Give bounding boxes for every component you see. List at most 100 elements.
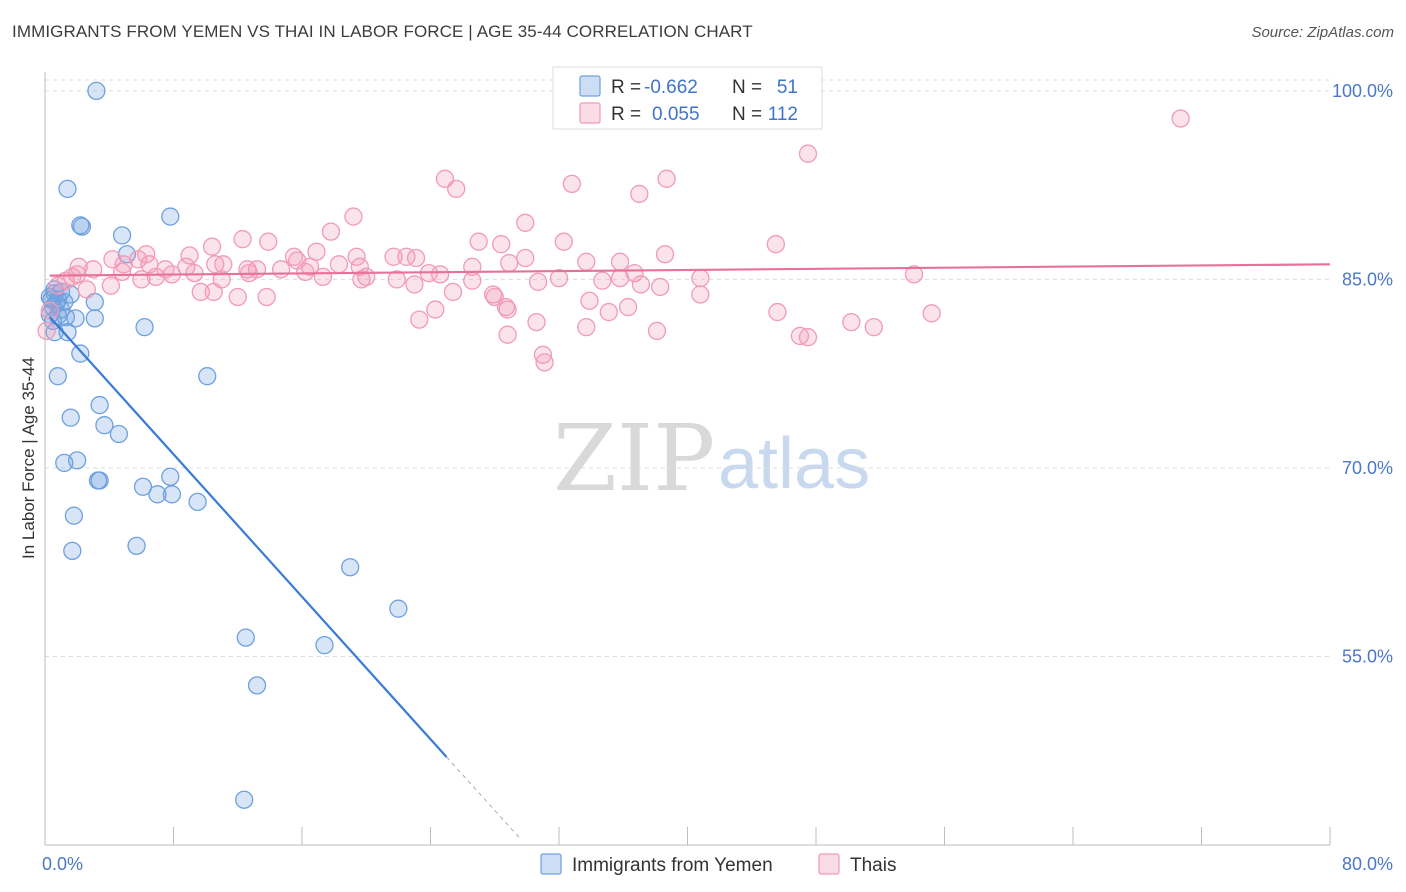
thai-point <box>296 262 315 281</box>
thai-point <box>577 318 596 337</box>
thai-point <box>631 275 651 294</box>
watermark-zip: ZIP <box>553 405 715 512</box>
legend-bottom: Immigrants from Yemen Thais <box>540 853 896 876</box>
trend-lines <box>49 263 1331 838</box>
thai-point <box>352 270 371 289</box>
thai-point <box>516 248 535 268</box>
yemen-point <box>148 485 167 504</box>
thai-point <box>48 276 67 295</box>
thai-point <box>384 247 403 266</box>
legend-row-yemen: R = -0.662 N = 51 <box>579 75 798 98</box>
watermark: ZIP atlas <box>553 405 870 512</box>
legend-r-label: R = <box>611 104 641 125</box>
bottom-legend-label-thai: Thais <box>850 855 896 876</box>
thai-point <box>577 252 596 271</box>
yemen-point <box>67 451 87 470</box>
thai-point <box>533 345 553 364</box>
thai-point <box>630 184 649 204</box>
yemen-point <box>247 676 267 695</box>
legend-n-label: N = <box>732 77 762 98</box>
thai-point <box>313 267 333 287</box>
thai-point <box>593 271 612 290</box>
yemen-point <box>85 309 104 328</box>
thai-point <box>492 235 511 254</box>
legend-r-value: -0.662 <box>644 77 698 98</box>
thai-point <box>1171 109 1190 128</box>
thai-point <box>397 247 416 266</box>
thai-point <box>463 271 482 290</box>
chart-title: IMMIGRANTS FROM YEMEN VS THAI IN LABOR F… <box>12 22 753 41</box>
thai-point <box>655 245 675 264</box>
thai-point <box>625 263 644 283</box>
thai-point <box>344 207 363 226</box>
thai-point <box>112 262 132 281</box>
yemen-point <box>235 790 254 809</box>
legend-n-value: 112 <box>768 104 798 125</box>
thai-point <box>321 222 341 241</box>
thai-point <box>842 312 861 332</box>
thai-point <box>146 267 165 287</box>
thai-point <box>498 325 517 344</box>
thai-point <box>103 250 122 269</box>
thai-point <box>864 318 883 337</box>
thai-point <box>347 247 366 266</box>
thai-point <box>618 297 638 317</box>
trend-line-thai <box>49 263 1331 277</box>
thai-point <box>214 255 233 274</box>
thai-point <box>798 328 818 347</box>
source-label: Source: ZipAtlas.com <box>1251 24 1394 41</box>
thai-point <box>691 268 710 288</box>
thai-point <box>307 242 326 261</box>
yemen-point <box>64 506 84 525</box>
thai-point <box>233 230 252 249</box>
yemen-point <box>48 367 67 386</box>
thai-point <box>443 282 463 302</box>
thai-point <box>580 291 599 310</box>
legend-top: R = -0.662 N = 51 R = 0.055 N = 112 <box>552 66 823 130</box>
legend-swatch-yemen <box>579 75 601 97</box>
yemen-point <box>117 245 137 264</box>
thai-point <box>469 232 488 251</box>
thai-point <box>228 287 247 307</box>
series-thai-points <box>37 109 1190 372</box>
trend-line-yemen <box>49 316 448 758</box>
legend-n-value: 51 <box>777 77 798 98</box>
thai-point <box>498 300 517 319</box>
thai-point <box>114 255 133 274</box>
thai-point <box>766 235 785 254</box>
yemen-point <box>66 309 85 328</box>
yemen-point <box>58 323 77 342</box>
legend-r-label: R = <box>611 77 641 98</box>
yemen-point <box>161 467 180 486</box>
yemen-point <box>162 485 182 504</box>
series-yemen-points <box>40 81 408 809</box>
yemen-point <box>161 207 180 226</box>
yemen-point <box>127 536 146 556</box>
yemen-point <box>95 416 114 435</box>
yemen-point <box>315 636 334 655</box>
yemen-point <box>58 179 77 199</box>
thai-point <box>410 310 429 329</box>
y-tick-label: 100.0% <box>1332 81 1393 101</box>
y-tick-label: 55.0% <box>1342 646 1393 666</box>
watermark-atlas: atlas <box>718 424 870 504</box>
thai-point <box>768 302 787 322</box>
bottom-legend-label-yemen: Immigrants from Yemen <box>572 855 773 876</box>
legend-r-value: 0.055 <box>652 104 700 125</box>
yemen-point <box>71 344 90 363</box>
yemen-point <box>135 318 154 337</box>
thai-point <box>202 237 222 256</box>
grid-lines <box>45 79 1330 657</box>
thai-point <box>191 282 210 302</box>
thai-point <box>527 312 546 332</box>
thai-point <box>500 253 519 273</box>
thai-point <box>647 321 667 341</box>
thai-point <box>329 255 349 274</box>
thai-point <box>129 250 148 269</box>
yemen-point <box>389 599 408 618</box>
y-tick-label: 85.0% <box>1342 269 1393 289</box>
yemen-point <box>198 367 217 386</box>
legend-swatch-thai <box>579 102 601 124</box>
yemen-point <box>133 477 153 496</box>
